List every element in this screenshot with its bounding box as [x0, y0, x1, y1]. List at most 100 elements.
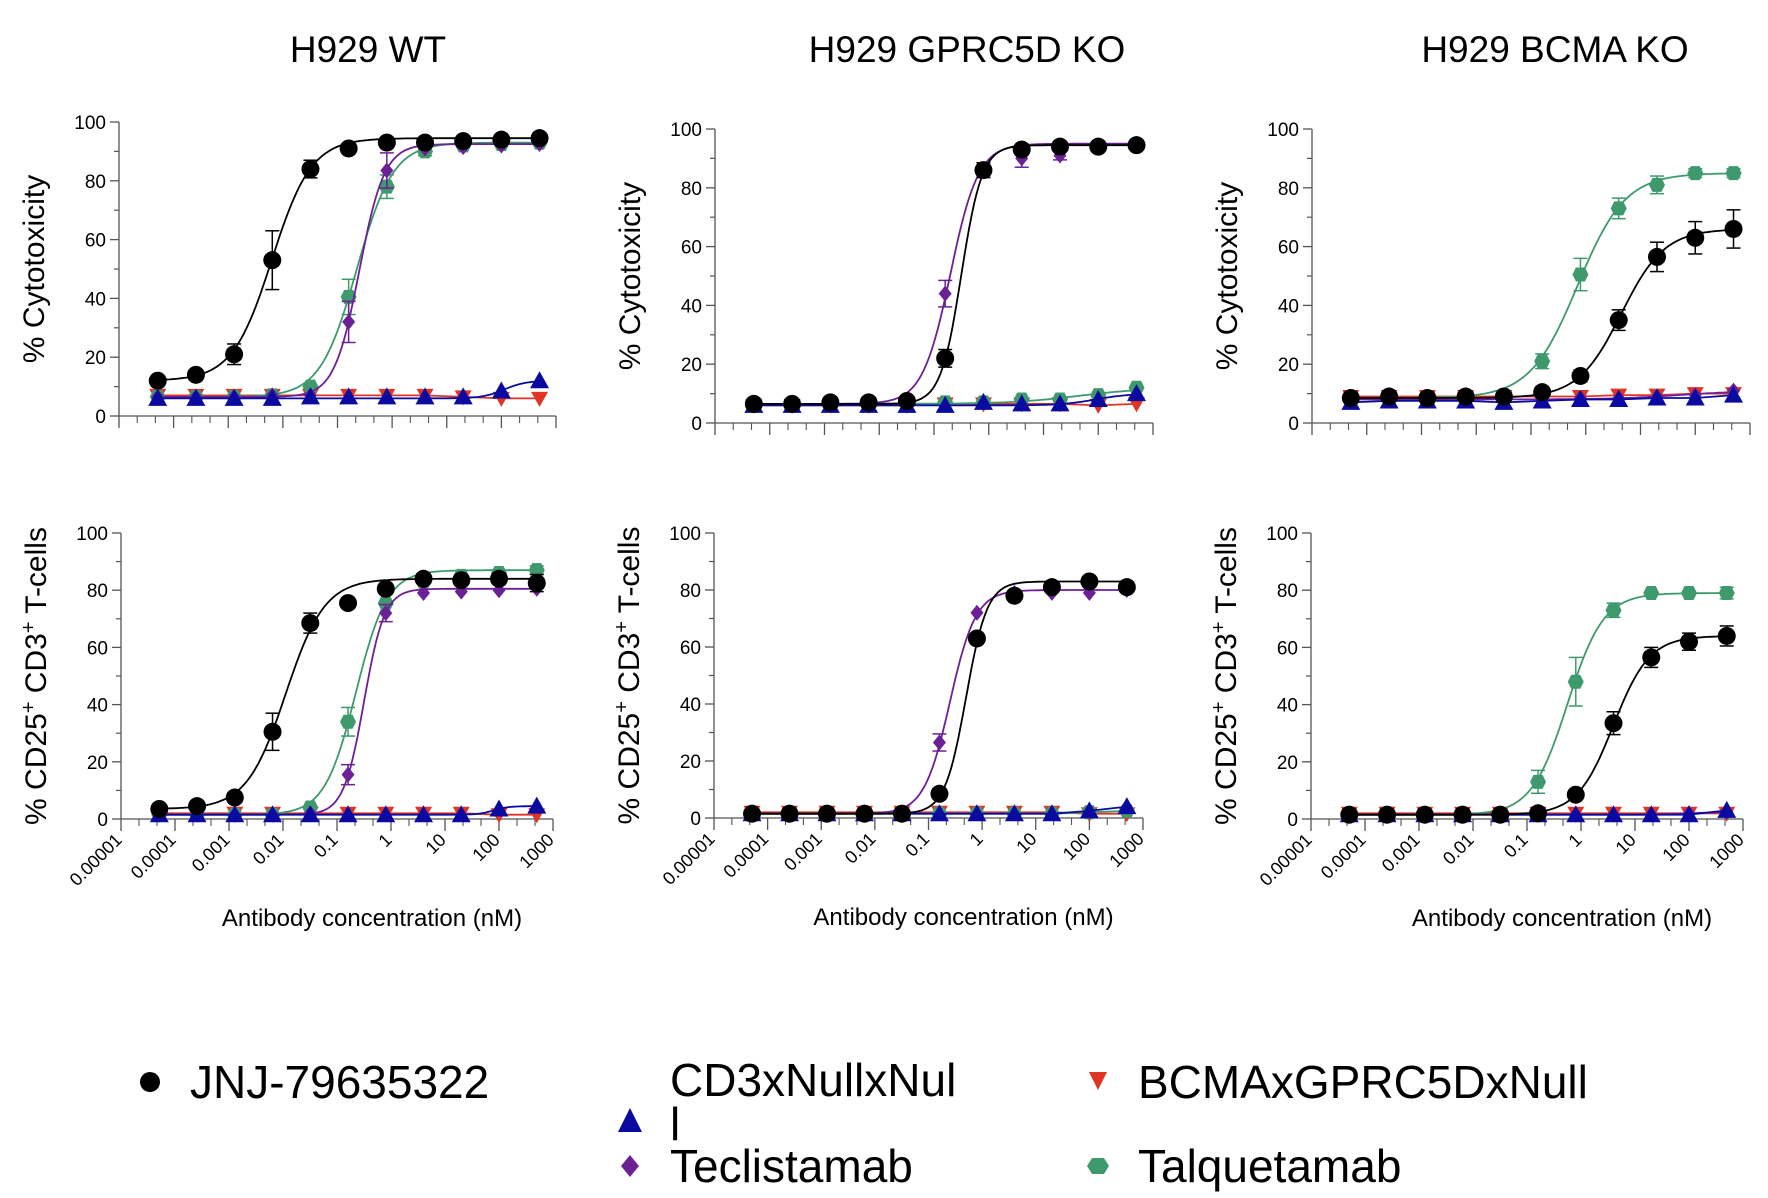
data-point [225, 805, 245, 823]
x-tick-label: 0.01 [841, 829, 880, 868]
y-tick-label: 0 [95, 407, 106, 428]
data-point [1050, 137, 1069, 156]
x-tick-label: 1000 [1705, 830, 1747, 872]
data-point [932, 734, 946, 751]
x-tick-label: 1 [375, 830, 396, 851]
x-tick-label: 0.01 [249, 830, 288, 869]
data-point [531, 391, 549, 407]
y-tick-label: 100 [74, 113, 106, 134]
data-point [855, 804, 874, 823]
data-point [1681, 586, 1697, 601]
x-tick-label: 0.00001 [659, 829, 719, 889]
data-point [225, 345, 244, 364]
y-tick-label: 20 [1277, 753, 1298, 774]
x-tick-label: 0.00001 [66, 830, 126, 890]
series-talquetamab [1341, 586, 1735, 822]
data-point [490, 569, 508, 588]
legend-label: JNJ-79635322 [190, 1056, 490, 1108]
data-point [1724, 219, 1743, 238]
data-point [1340, 805, 1359, 824]
data-point [527, 574, 546, 593]
data-point [1341, 389, 1360, 408]
y-axis-label: % Cytotoxicity [18, 175, 51, 363]
triangle-up-marker-icon [618, 1108, 642, 1132]
series-curve [752, 589, 1127, 815]
y-tick-label: 20 [85, 348, 106, 369]
data-point [341, 766, 355, 783]
y-tick-label: 0 [690, 809, 701, 830]
data-point [148, 371, 167, 390]
series-talquetamab [149, 135, 548, 404]
data-point [414, 805, 434, 823]
data-point [263, 805, 283, 823]
legend-item-jnj: JNJ-79635322 [132, 1056, 490, 1108]
data-point [342, 313, 356, 330]
y-tick-label: 40 [87, 696, 108, 717]
series-jnj-79635322 [744, 136, 1146, 413]
data-point [1610, 201, 1627, 216]
data-point [301, 160, 320, 179]
legend-label: BCMAxGPRC5DxNull [1138, 1056, 1588, 1108]
data-point [1415, 805, 1434, 824]
data-point [1128, 397, 1146, 413]
data-point [1570, 389, 1590, 407]
data-point [379, 605, 393, 622]
data-point [1642, 648, 1661, 667]
data-point [416, 133, 435, 152]
data-point [1605, 603, 1622, 618]
x-tick-label: 0.0001 [127, 830, 180, 883]
series-cd3xnullxnull [148, 371, 550, 406]
data-point [1717, 626, 1736, 645]
y-tick-label: 20 [1278, 355, 1299, 376]
series-talquetamab [1342, 166, 1742, 406]
data-point [1566, 785, 1585, 804]
data-point [1042, 578, 1061, 597]
data-point [1604, 714, 1623, 733]
y-tick-label: 60 [85, 231, 106, 252]
data-point [148, 388, 168, 406]
y-axis-label: % Cytotoxicity [614, 182, 647, 370]
data-point [338, 805, 358, 823]
x-tick-label: 10 [422, 830, 450, 858]
data-point [530, 129, 549, 148]
legend-label-line2: l [670, 1098, 681, 1150]
x-tick-label: 0.1 [310, 830, 342, 862]
data-point [967, 804, 987, 822]
data-point [380, 162, 394, 179]
data-point [1079, 801, 1099, 819]
x-tick-label: 0.001 [188, 830, 234, 876]
data-point [186, 388, 206, 406]
legend-label-line1: CD3xNullxNul [670, 1054, 957, 1106]
x-axis-label: Antibody concentration (nM) [1412, 905, 1712, 932]
data-point [377, 387, 397, 405]
data-point [967, 629, 986, 648]
data-point [1566, 805, 1586, 823]
series-teclistamab [152, 580, 544, 823]
data-point [936, 349, 955, 368]
hexagon-marker-icon [1087, 1158, 1109, 1174]
x-tick-label: 100 [468, 830, 503, 865]
x-tick-label: 1 [1565, 830, 1586, 851]
x-tick-label: 0.0001 [719, 829, 772, 882]
data-point [1643, 586, 1660, 601]
series-jnj-79635322 [150, 569, 546, 818]
data-point [339, 139, 358, 158]
data-point [414, 569, 433, 588]
legend: JNJ-79635322 CD3xNullxNul l Teclistamab … [0, 1040, 1768, 1198]
y-tick-label: 40 [680, 695, 701, 716]
panel-title: H929 WT [290, 29, 446, 70]
data-point [150, 799, 169, 818]
y-tick-label: 100 [1267, 120, 1299, 141]
data-point [1687, 166, 1704, 181]
data-point [300, 805, 320, 823]
data-point [1609, 311, 1628, 330]
x-tick-label: 100 [1059, 829, 1094, 864]
data-point [1089, 137, 1108, 156]
data-point [263, 722, 282, 741]
series-teclistamab [151, 136, 547, 405]
y-tick-label: 80 [680, 581, 701, 602]
data-point [1680, 632, 1698, 651]
data-point [1456, 387, 1475, 406]
y-tick-label: 80 [85, 172, 106, 193]
data-point [929, 804, 949, 822]
